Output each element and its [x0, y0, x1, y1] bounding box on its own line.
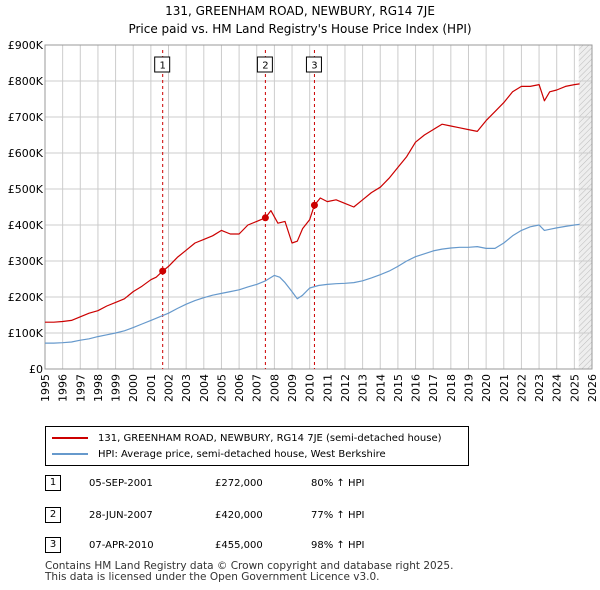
- x-tick-label: 2012: [339, 374, 352, 402]
- transaction-number: 3: [45, 537, 61, 553]
- x-tick-label: 1997: [74, 374, 87, 402]
- x-tick-label: 2000: [127, 374, 140, 402]
- y-tick-label: £300K: [8, 255, 44, 268]
- x-tick-label: 2006: [233, 374, 246, 402]
- y-tick-label: £500K: [8, 183, 44, 196]
- x-tick-label: 2020: [480, 374, 493, 402]
- y-tick-label: £100K: [8, 327, 44, 340]
- x-tick-label: 2023: [533, 374, 546, 402]
- y-tick-label: £800K: [8, 75, 44, 88]
- sale-marker-box: [305, 56, 322, 73]
- x-tick-label: 2025: [568, 374, 581, 402]
- transaction-price: £272,000: [215, 478, 263, 489]
- x-tick-label: 2021: [498, 374, 511, 402]
- sale-marker-label: 2: [262, 61, 268, 72]
- x-tick-label: 2010: [304, 374, 317, 402]
- x-tick-label: 2009: [286, 374, 299, 402]
- transaction-hpi: 77% ↑ HPI: [311, 510, 365, 521]
- sale-point: [159, 267, 167, 275]
- legend-item-price: 131, GREENHAM ROAD, NEWBURY, RG14 7JE (s…: [52, 431, 442, 445]
- sale-point: [261, 214, 269, 222]
- x-tick-label: 1998: [92, 374, 105, 402]
- x-tick-label: 2004: [198, 374, 211, 402]
- sale-point: [310, 201, 318, 209]
- x-tick-label: 2007: [251, 374, 264, 402]
- sale-marker-box: [256, 56, 273, 73]
- sale-marker-label: 3: [311, 61, 317, 72]
- y-tick-label: £600K: [8, 147, 44, 160]
- price-chart: 1 2 3 £0 £100K £200K £300K £400K £500K £600K £700…: [8, 39, 599, 402]
- y-tick-label: £0: [29, 363, 43, 376]
- plot-frame: [44, 44, 593, 370]
- y-tick-label: £900K: [8, 39, 44, 52]
- hpi-line: [45, 223, 580, 344]
- x-tick-label: 2003: [180, 374, 193, 402]
- transaction-hpi: 80% ↑ HPI: [311, 478, 365, 489]
- transaction-number: 1: [45, 475, 61, 491]
- footer-license: This data is licensed under the Open Gov…: [45, 571, 380, 583]
- sale-marker-label: 1: [160, 61, 166, 72]
- legend-swatch-price: [52, 437, 88, 439]
- chart-subtitle: Price paid vs. HM Land Registry's House …: [128, 22, 472, 36]
- x-tick-label: 2016: [410, 374, 423, 402]
- transaction-date: 28-JUN-2007: [89, 510, 153, 521]
- legend: 131, GREENHAM ROAD, NEWBURY, RG14 7JE (s…: [45, 426, 469, 466]
- footer-copyright: Contains HM Land Registry data © Crown c…: [45, 560, 454, 572]
- transaction-date: 07-APR-2010: [89, 540, 154, 551]
- x-tick-label: 1995: [39, 374, 52, 402]
- y-tick-label: £700K: [8, 111, 44, 124]
- x-tick-label: 2014: [374, 374, 387, 402]
- x-tick-label: 2005: [215, 374, 228, 402]
- forecast-region: [578, 45, 592, 369]
- transaction-price: £455,000: [215, 540, 263, 551]
- x-tick-label: 2002: [163, 374, 176, 402]
- x-tick-label: 2024: [551, 374, 564, 402]
- x-tick-label: 2018: [445, 374, 458, 402]
- x-tick-label: 2022: [515, 374, 528, 402]
- sale-marker-box: [154, 56, 171, 73]
- x-tick-label: 2017: [427, 374, 440, 402]
- y-tick-label: £200K: [8, 291, 44, 304]
- transaction-number: 2: [45, 507, 61, 523]
- transaction-row: 3 07-APR-2010 £455,000 98% ↑ HPI: [45, 537, 565, 555]
- x-tick-label: 2015: [392, 374, 405, 402]
- price-line: [45, 83, 580, 323]
- x-tick-label: 1999: [110, 374, 123, 402]
- transaction-row: 2 28-JUN-2007 £420,000 77% ↑ HPI: [45, 507, 565, 525]
- x-tick-label: 2001: [145, 374, 158, 402]
- chart-title: 131, GREENHAM ROAD, NEWBURY, RG14 7JE: [165, 4, 435, 18]
- legend-label-price: 131, GREENHAM ROAD, NEWBURY, RG14 7JE (s…: [98, 432, 442, 444]
- legend-item-hpi: HPI: Average price, semi-detached house,…: [52, 447, 386, 461]
- plot-area: [45, 45, 592, 369]
- transaction-date: 05-SEP-2001: [89, 478, 153, 489]
- x-tick-label: 1996: [57, 374, 70, 402]
- legend-swatch-hpi: [52, 453, 88, 455]
- transaction-hpi: 98% ↑ HPI: [311, 540, 365, 551]
- x-tick-label: 2013: [357, 374, 370, 402]
- transaction-price: £420,000: [215, 510, 263, 521]
- legend-label-hpi: HPI: Average price, semi-detached house,…: [98, 448, 386, 460]
- transaction-row: 1 05-SEP-2001 £272,000 80% ↑ HPI: [45, 475, 565, 493]
- x-tick-label: 2026: [586, 374, 599, 402]
- x-tick-label: 2019: [462, 374, 475, 402]
- y-tick-label: £400K: [8, 219, 44, 232]
- x-tick-label: 2011: [321, 374, 334, 402]
- x-tick-label: 2008: [268, 374, 281, 402]
